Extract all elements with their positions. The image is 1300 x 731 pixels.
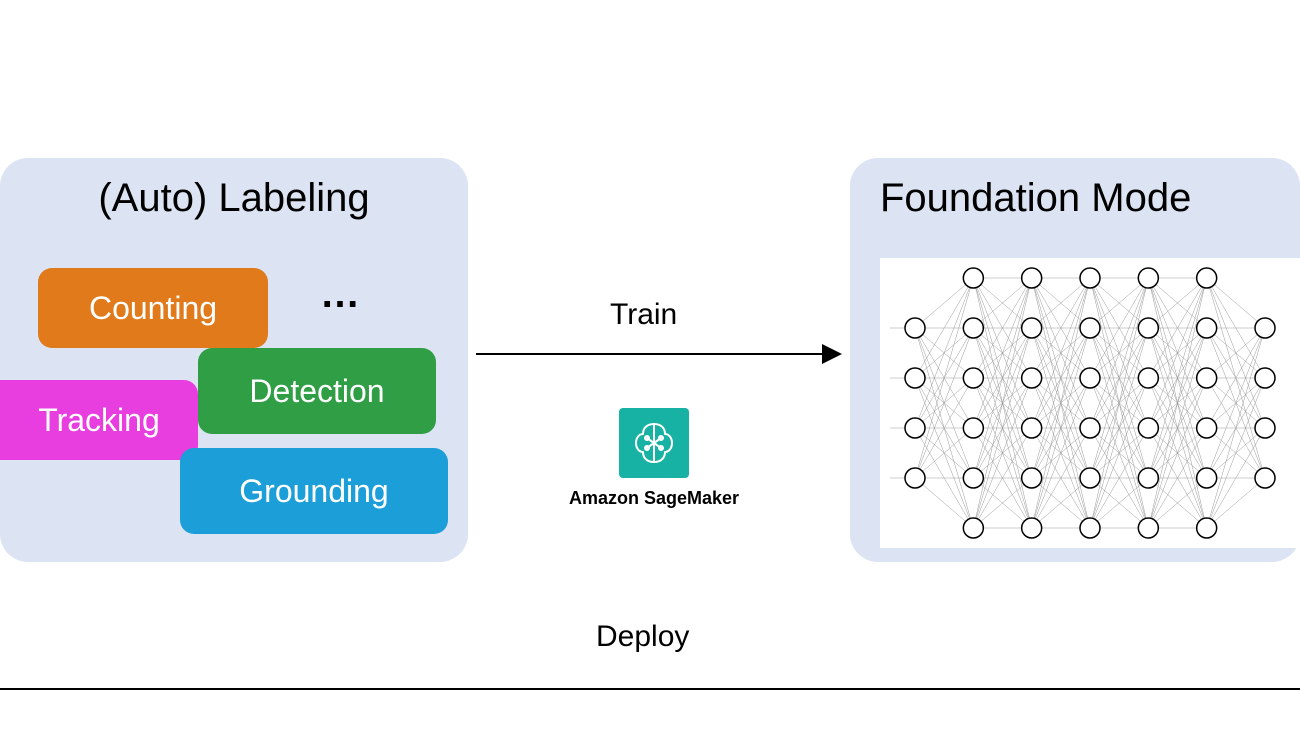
sagemaker-label: Amazon SageMaker [569, 488, 739, 509]
labeling-panel-title: (Auto) Labeling [0, 176, 468, 221]
pill-tracking-label: Tracking [38, 402, 160, 439]
pill-grounding-label: Grounding [239, 473, 388, 510]
train-arrow-line [476, 353, 822, 355]
ellipsis: … [320, 272, 366, 317]
bottom-divider [0, 688, 1300, 690]
train-arrow-head [822, 344, 842, 364]
pill-counting-label: Counting [89, 290, 217, 327]
deploy-label: Deploy [596, 620, 689, 654]
pill-detection-label: Detection [249, 373, 384, 410]
neural-network-diagram [880, 258, 1300, 548]
sagemaker-icon [619, 408, 689, 478]
pill-tracking: Tracking [0, 380, 198, 460]
pill-grounding: Grounding [180, 448, 448, 534]
sagemaker-block: Amazon SageMaker [564, 408, 744, 509]
brain-icon [629, 418, 679, 468]
train-label: Train [610, 298, 677, 332]
pill-detection: Detection [198, 348, 436, 434]
foundation-panel-title: Foundation Mode [850, 176, 1300, 221]
pill-counting: Counting [38, 268, 268, 348]
